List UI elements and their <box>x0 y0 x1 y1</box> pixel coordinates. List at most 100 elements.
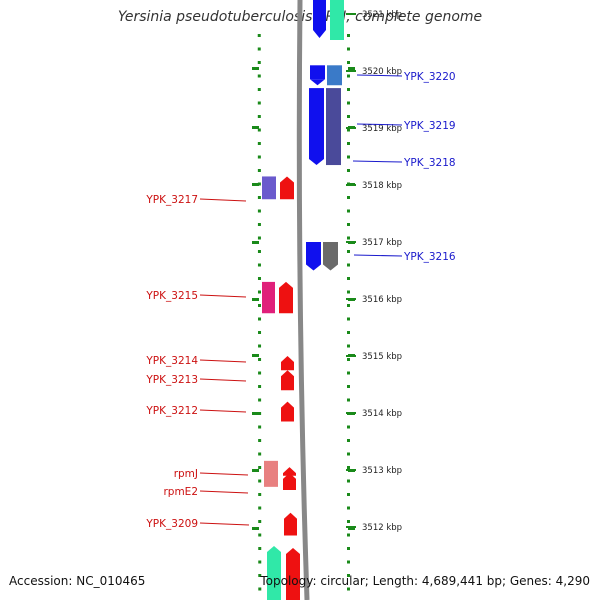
gene-label-YPK_3212[interactable]: YPK_3212 <box>145 405 198 417</box>
ring-minor-tick <box>252 354 259 357</box>
ring-dot <box>258 520 262 523</box>
ring-dot <box>347 533 350 537</box>
ring-dot <box>257 223 261 226</box>
ring-dot <box>347 115 350 118</box>
ring-dot <box>347 34 350 37</box>
ring-dot <box>347 398 350 402</box>
ring-dot <box>258 398 262 402</box>
gene-rpmE2-cds[interactable] <box>283 472 296 490</box>
gene-label-line <box>352 160 403 163</box>
ring-minor-tick <box>252 527 259 530</box>
ring-dot <box>347 169 350 172</box>
gene-arrow-bottom-right[interactable] <box>286 548 300 600</box>
gene-arrow-bottom-left[interactable] <box>267 546 281 600</box>
ring-dot <box>258 560 262 564</box>
gene-label-line <box>199 198 247 202</box>
ring-dot <box>257 169 261 172</box>
ring-dot <box>347 250 350 253</box>
gene-YPK_3219-cds[interactable] <box>309 88 324 160</box>
gene-YPK_3217-feature[interactable] <box>262 176 276 200</box>
ring-dot <box>347 196 350 199</box>
gene-YPK_3216-cds[interactable] <box>306 242 321 265</box>
ring-dot <box>257 209 261 213</box>
gene-YPK_3213-cds[interactable] <box>281 370 294 391</box>
scale-tick-label: 3512 kbp <box>362 523 402 533</box>
gene-YPK_3220-cds-head[interactable] <box>310 79 325 86</box>
ring-dot <box>347 479 350 483</box>
ring-dot <box>258 466 262 469</box>
gene-arrow-top-left[interactable] <box>313 0 326 30</box>
ring-dot <box>258 331 262 334</box>
ring-dot <box>347 344 350 348</box>
gene-YPK_3220-feature[interactable] <box>327 65 342 86</box>
ring-dot <box>347 385 350 388</box>
ring-dot <box>347 128 350 132</box>
gene-YPK_3219-cds-head[interactable] <box>309 159 324 166</box>
gene-arrow-top-left-head[interactable] <box>313 30 326 38</box>
scale-tick-label: 3517 kbp <box>362 238 402 248</box>
ring-dot <box>347 547 350 550</box>
ring-dot <box>347 506 350 510</box>
ring-dot <box>258 317 262 321</box>
gene-label-YPK_3217[interactable]: YPK_3217 <box>145 194 198 206</box>
ring-dot <box>258 358 262 361</box>
gene-label-YPK_3220[interactable]: YPK_3220 <box>403 71 456 83</box>
gene-label-YPK_3215[interactable]: YPK_3215 <box>145 290 198 302</box>
ring-dot <box>347 304 350 307</box>
gene-YPK_3215-feature[interactable] <box>262 281 275 314</box>
gene-label-YPK_3219[interactable]: YPK_3219 <box>403 120 456 132</box>
gene-YPK_3214-cds[interactable] <box>281 356 294 371</box>
gene-YPK_3212-cds[interactable] <box>281 401 294 422</box>
ring-dot <box>258 425 262 429</box>
ring-dot <box>347 317 350 321</box>
gene-label-YPK_3216[interactable]: YPK_3216 <box>403 251 456 263</box>
gene-label-YPK_3209[interactable]: YPK_3209 <box>145 518 198 530</box>
scale-tick-label: 3516 kbp <box>362 295 402 305</box>
gene-label-line <box>353 254 403 257</box>
gene-label-rpmE2[interactable]: rpmE2 <box>163 486 198 498</box>
accession-label: Accession: NC_010465 <box>9 574 146 588</box>
ring-dot <box>257 88 261 91</box>
ring-left-dots <box>257 34 262 591</box>
ring-dot <box>257 115 261 118</box>
gene-label-line <box>199 378 247 382</box>
ring-dot <box>258 506 262 510</box>
ring-dot <box>257 290 261 294</box>
gene-label-YPK_3214[interactable]: YPK_3214 <box>145 355 198 367</box>
ring-dot <box>258 439 262 442</box>
ring-dot <box>258 547 262 550</box>
gene-YPK_3209-cds[interactable] <box>284 512 297 536</box>
gene-YPK_3216-cds-head[interactable] <box>306 264 321 271</box>
gene-label-YPK_3218[interactable]: YPK_3218 <box>403 157 456 169</box>
gene-rpmJ-feature[interactable] <box>264 460 278 487</box>
gene-label-line <box>199 522 250 526</box>
ring-dot <box>347 61 350 64</box>
ring-minor-tick <box>252 298 259 301</box>
gene-YPK_3217-cds[interactable] <box>280 176 294 200</box>
ring-dot <box>347 520 350 523</box>
gene-arrow-top-right[interactable] <box>330 0 344 40</box>
gene-YPK_3216-feature-head[interactable] <box>323 264 338 271</box>
gene-YPK_3220-cds[interactable] <box>310 65 325 80</box>
ring-dot <box>257 74 261 78</box>
ring-dot <box>257 250 261 253</box>
ring-dot <box>347 142 350 145</box>
ring-dot <box>347 452 350 456</box>
ring-dot <box>347 277 350 280</box>
scale-tick-label: 3513 kbp <box>362 466 402 476</box>
gene-YPK_3218-feature[interactable] <box>326 88 341 166</box>
ring-dot <box>258 533 262 537</box>
gene-rpmJ-cds[interactable] <box>283 467 296 476</box>
gene-label-line <box>199 472 249 476</box>
gene-YPK_3216-feature[interactable] <box>323 242 338 265</box>
ring-dot <box>347 47 350 51</box>
ring-dot <box>257 196 261 199</box>
ring-dot <box>257 277 261 280</box>
ring-dot <box>347 263 350 267</box>
gene-label-line <box>356 74 403 77</box>
gene-label-rpmJ[interactable]: rpmJ <box>174 468 198 480</box>
ring-dot <box>347 425 350 429</box>
gene-YPK_3215-cds[interactable] <box>279 281 293 314</box>
gene-label-YPK_3213[interactable]: YPK_3213 <box>145 374 198 386</box>
